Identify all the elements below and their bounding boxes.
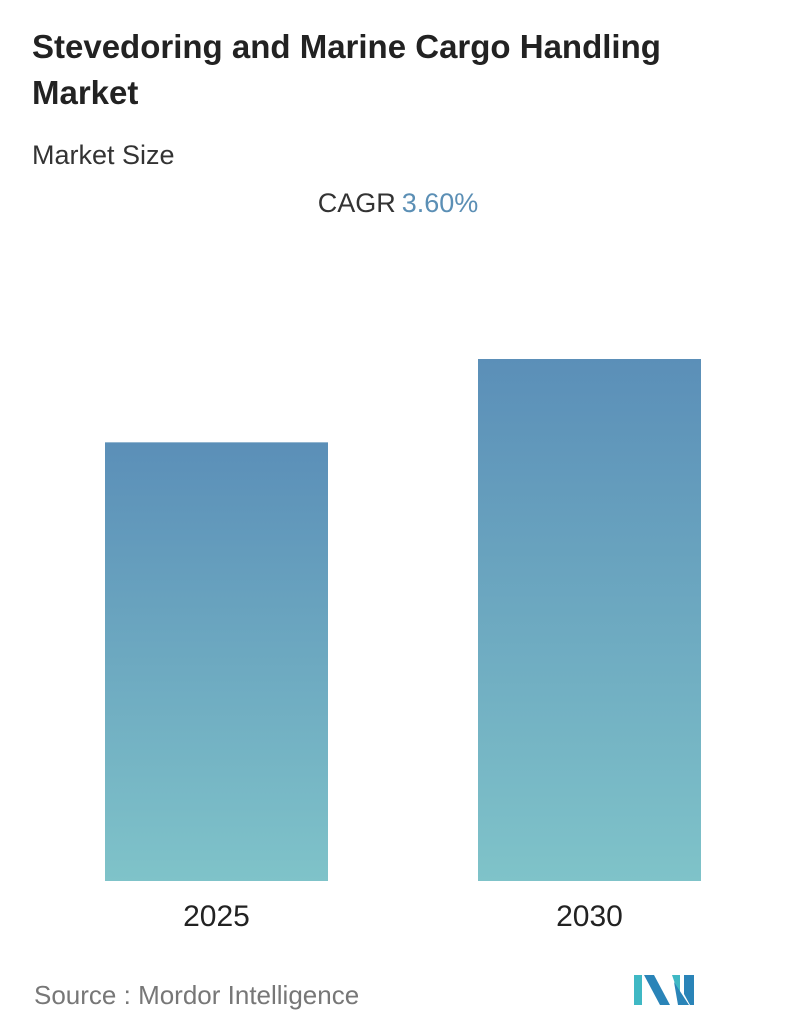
- bar-2025: [105, 442, 328, 881]
- source-label: Source :: [34, 980, 131, 1010]
- cagr-label: CAGR: [317, 188, 396, 218]
- source-name: Mordor Intelligence: [138, 980, 360, 1010]
- cagr-value: 3.60%: [401, 188, 479, 218]
- bar-chart: 2025 2030: [105, 359, 701, 933]
- chart-title: Stevedoring and Marine Cargo Handling Ma…: [32, 28, 661, 111]
- chart-subtitle: Market Size: [32, 140, 175, 170]
- source-note: Source : Mordor Intelligence: [34, 980, 359, 1011]
- bar-2030: [478, 359, 701, 881]
- x-tick-label: 2025: [183, 900, 250, 933]
- cagr-annotation: CAGR 3.60%: [0, 188, 796, 219]
- mordor-intelligence-logo: [634, 975, 694, 1005]
- x-tick-label: 2030: [556, 900, 623, 933]
